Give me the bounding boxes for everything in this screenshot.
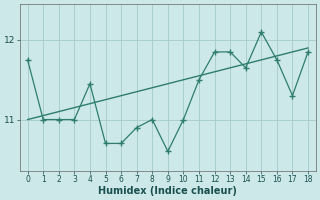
X-axis label: Humidex (Indice chaleur): Humidex (Indice chaleur)	[98, 186, 237, 196]
